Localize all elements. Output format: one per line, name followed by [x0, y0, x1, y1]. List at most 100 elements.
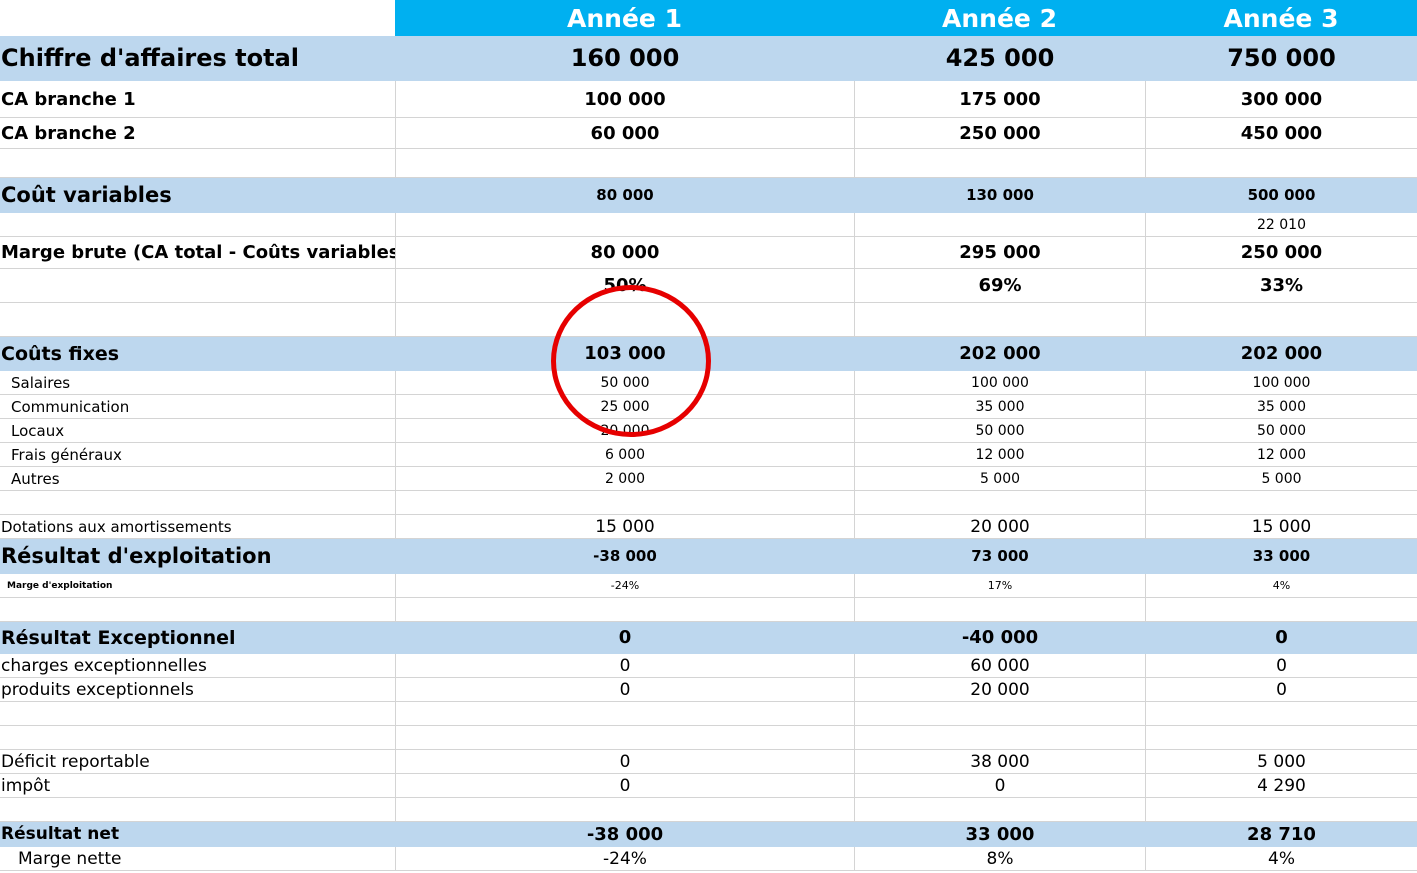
empty-cell[interactable]	[1145, 303, 1417, 336]
resultat-exploitation-y1[interactable]: -38 000	[395, 539, 854, 573]
extra-y3[interactable]: 22 010	[1145, 213, 1417, 236]
empty-cell[interactable]	[0, 702, 395, 725]
empty-cell[interactable]	[395, 491, 854, 514]
label-charges-exceptionnelles[interactable]: charges exceptionnelles	[1, 655, 207, 676]
produits-exc-y2[interactable]: 20 000	[854, 678, 1145, 701]
frais-generaux-y1[interactable]: 6 000	[395, 443, 854, 466]
label-couts-fixes[interactable]: Coûts fixes	[1, 342, 120, 365]
marge-brute-pct-y1[interactable]: 50%	[395, 269, 854, 302]
empty-cell[interactable]	[0, 598, 395, 621]
empty-cell[interactable]	[854, 149, 1145, 177]
label-resultat-exploitation[interactable]: Résultat d'exploitation	[1, 544, 272, 568]
resultat-exploitation-y3[interactable]: 33 000	[1145, 539, 1417, 573]
ca-b1-y1[interactable]: 100 000	[395, 81, 854, 117]
communication-y3[interactable]: 35 000	[1145, 395, 1417, 418]
empty-cell[interactable]	[0, 269, 395, 302]
resultat-exploitation-y2[interactable]: 73 000	[854, 539, 1145, 573]
marge-nette-y2[interactable]: 8%	[854, 847, 1145, 870]
frais-generaux-y2[interactable]: 12 000	[854, 443, 1145, 466]
resultat-exceptionnel-y3[interactable]: 0	[1145, 622, 1417, 653]
label-impot[interactable]: impôt	[1, 775, 51, 796]
dotations-y1[interactable]: 15 000	[395, 515, 854, 538]
autres-y3[interactable]: 5 000	[1145, 467, 1417, 490]
autres-y1[interactable]: 2 000	[395, 467, 854, 490]
empty-cell[interactable]	[854, 726, 1145, 749]
charges-exc-y3[interactable]: 0	[1145, 654, 1417, 677]
label-resultat-net[interactable]: Résultat net	[1, 824, 120, 844]
label-marge-nette[interactable]: Marge nette	[18, 848, 122, 869]
deficit-y1[interactable]: 0	[395, 750, 854, 773]
salaires-y3[interactable]: 100 000	[1145, 371, 1417, 394]
empty-cell[interactable]	[854, 213, 1145, 236]
resultat-exceptionnel-y1[interactable]: 0	[395, 622, 854, 653]
label-salaires[interactable]: Salaires	[11, 373, 71, 392]
couts-var-y2[interactable]: 130 000	[854, 178, 1145, 212]
couts-fixes-y1[interactable]: 103 000	[395, 337, 854, 370]
communication-y1[interactable]: 25 000	[395, 395, 854, 418]
empty-cell[interactable]	[1145, 598, 1417, 621]
marge-exploitation-y1[interactable]: -24%	[395, 574, 854, 597]
ca-total-y1[interactable]: 160 000	[395, 36, 854, 80]
charges-exc-y2[interactable]: 60 000	[854, 654, 1145, 677]
deficit-y3[interactable]: 5 000	[1145, 750, 1417, 773]
empty-cell[interactable]	[854, 798, 1145, 821]
ca-total-y3[interactable]: 750 000	[1145, 36, 1417, 80]
label-ca-total[interactable]: Chiffre d'affaires total	[1, 44, 300, 72]
empty-cell[interactable]	[1145, 702, 1417, 725]
empty-cell[interactable]	[854, 598, 1145, 621]
marge-nette-y3[interactable]: 4%	[1145, 847, 1417, 870]
empty-cell[interactable]	[395, 598, 854, 621]
empty-cell[interactable]	[854, 491, 1145, 514]
marge-exploitation-y3[interactable]: 4%	[1145, 574, 1417, 597]
empty-cell[interactable]	[1145, 726, 1417, 749]
label-produits-exceptionnels[interactable]: produits exceptionnels	[1, 679, 194, 700]
header-year1[interactable]: Année 1	[395, 0, 854, 36]
ca-b2-y3[interactable]: 450 000	[1145, 118, 1417, 148]
empty-cell[interactable]	[854, 702, 1145, 725]
empty-cell[interactable]	[854, 303, 1145, 336]
marge-exploitation-y2[interactable]: 17%	[854, 574, 1145, 597]
empty-cell[interactable]	[0, 149, 395, 177]
empty-cell[interactable]	[0, 491, 395, 514]
marge-brute-pct-y3[interactable]: 33%	[1145, 269, 1417, 302]
locaux-y3[interactable]: 50 000	[1145, 419, 1417, 442]
label-ca-branche-1[interactable]: CA branche 1	[1, 88, 136, 110]
salaires-y2[interactable]: 100 000	[854, 371, 1145, 394]
empty-cell[interactable]	[0, 213, 395, 236]
resultat-net-y3[interactable]: 28 710	[1145, 822, 1417, 846]
couts-fixes-y3[interactable]: 202 000	[1145, 337, 1417, 370]
resultat-exceptionnel-y2[interactable]: -40 000	[854, 622, 1145, 653]
header-year2[interactable]: Année 2	[854, 0, 1145, 36]
header-empty-cell[interactable]	[0, 0, 395, 36]
marge-brute-y3[interactable]: 250 000	[1145, 237, 1417, 268]
autres-y2[interactable]: 5 000	[854, 467, 1145, 490]
produits-exc-y1[interactable]: 0	[395, 678, 854, 701]
resultat-net-y2[interactable]: 33 000	[854, 822, 1145, 846]
couts-fixes-y2[interactable]: 202 000	[854, 337, 1145, 370]
empty-cell[interactable]	[1145, 798, 1417, 821]
label-marge-brute[interactable]: Marge brute (CA total - Coûts variables)	[1, 242, 395, 263]
label-marge-exploitation[interactable]: Marge d'exploitation	[7, 580, 113, 591]
marge-brute-y2[interactable]: 295 000	[854, 237, 1145, 268]
impot-y3[interactable]: 4 290	[1145, 774, 1417, 797]
locaux-y2[interactable]: 50 000	[854, 419, 1145, 442]
marge-brute-y1[interactable]: 80 000	[395, 237, 854, 268]
locaux-y1[interactable]: 20 000	[395, 419, 854, 442]
empty-cell[interactable]	[395, 726, 854, 749]
communication-y2[interactable]: 35 000	[854, 395, 1145, 418]
frais-generaux-y3[interactable]: 12 000	[1145, 443, 1417, 466]
resultat-net-y1[interactable]: -38 000	[395, 822, 854, 846]
ca-total-y2[interactable]: 425 000	[854, 36, 1145, 80]
empty-cell[interactable]	[0, 798, 395, 821]
label-dotations[interactable]: Dotations aux amortissements	[1, 517, 232, 536]
empty-cell[interactable]	[395, 213, 854, 236]
empty-cell[interactable]	[395, 303, 854, 336]
empty-cell[interactable]	[0, 726, 395, 749]
dotations-y2[interactable]: 20 000	[854, 515, 1145, 538]
label-communication[interactable]: Communication	[11, 397, 130, 416]
header-year3[interactable]: Année 3	[1145, 0, 1417, 36]
ca-b1-y2[interactable]: 175 000	[854, 81, 1145, 117]
empty-cell[interactable]	[395, 702, 854, 725]
impot-y2[interactable]: 0	[854, 774, 1145, 797]
dotations-y3[interactable]: 15 000	[1145, 515, 1417, 538]
